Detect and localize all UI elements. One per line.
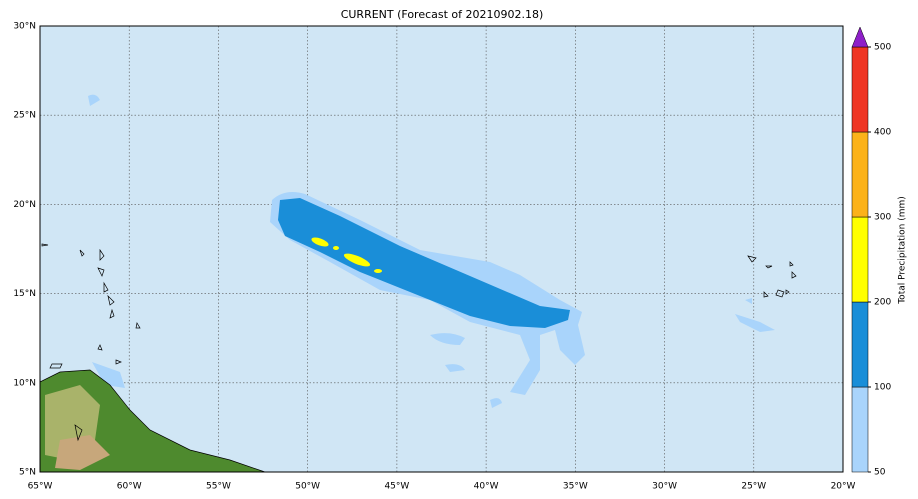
frame bbox=[39, 25, 844, 473]
lon-tick-label: 20°W bbox=[831, 482, 856, 492]
lat-tick-label: 10°N bbox=[13, 378, 36, 388]
colorbar-extend bbox=[851, 26, 869, 48]
colorbar-segment bbox=[851, 301, 869, 388]
precipitation bbox=[88, 94, 775, 409]
lat-tick-label: 30°N bbox=[13, 22, 36, 32]
lon-tick-label: 55°W bbox=[206, 482, 231, 492]
very-heavy-precip bbox=[343, 253, 371, 267]
lon-tick-label: 35°W bbox=[563, 482, 588, 492]
title: CURRENT (Forecast of 20210902.18) bbox=[341, 8, 544, 21]
colorbar-tick-label: 300 bbox=[874, 213, 891, 223]
lat-tick-label: 5°N bbox=[19, 468, 36, 478]
very-heavy-precip bbox=[333, 246, 339, 250]
colorbar-label: Total Precipitation (mm) bbox=[898, 196, 908, 305]
lon-tick-label: 60°W bbox=[117, 482, 142, 492]
colorbar-tick-label: 500 bbox=[874, 43, 891, 53]
colorbar-tick-label: 400 bbox=[874, 128, 891, 138]
lon-tick-label: 45°W bbox=[384, 482, 409, 492]
colorbar-segment bbox=[851, 131, 869, 218]
lat-tick-label: 25°N bbox=[13, 111, 36, 121]
colorbar-segment bbox=[851, 386, 869, 473]
lat-tick-label: 20°N bbox=[13, 200, 36, 210]
lon-tick-label: 50°W bbox=[295, 482, 320, 492]
very-heavy-precip bbox=[374, 269, 382, 273]
colorbar-segment bbox=[851, 216, 869, 303]
land bbox=[39, 243, 797, 473]
heavy-precip bbox=[278, 198, 570, 328]
lon-tick-label: 25°W bbox=[741, 482, 766, 492]
colorbar-tick-label: 200 bbox=[874, 298, 891, 308]
lon-tick-label: 30°W bbox=[652, 482, 677, 492]
lon-tick-label: 40°W bbox=[474, 482, 499, 492]
ocean bbox=[40, 26, 843, 472]
colorbar-tick-label: 100 bbox=[874, 383, 891, 393]
colorbar: 50 100 200 300 400 500 bbox=[851, 26, 891, 478]
lon-tick-label: 65°W bbox=[28, 482, 53, 492]
highland bbox=[55, 435, 110, 470]
colorbar-tick-label: 50 bbox=[874, 468, 886, 478]
lat-tick-label: 15°N bbox=[13, 289, 36, 299]
islands bbox=[41, 243, 797, 442]
colorbar-segment bbox=[851, 46, 869, 133]
very-heavy-precip bbox=[311, 237, 329, 247]
